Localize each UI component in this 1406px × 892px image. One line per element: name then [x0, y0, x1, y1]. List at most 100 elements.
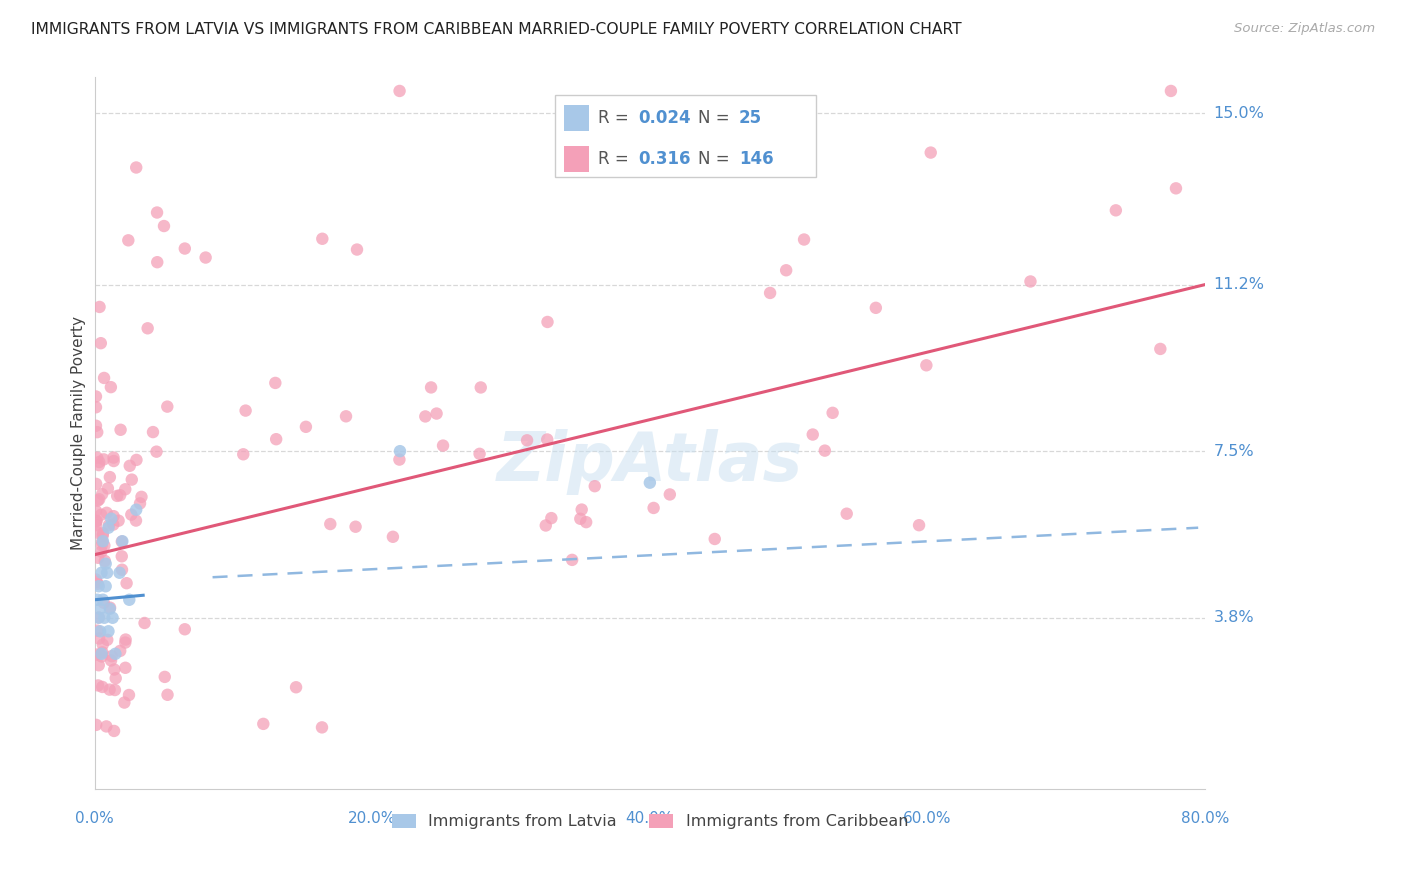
Point	[97, 521, 120, 535]
Point	[285, 680, 308, 694]
Point	[90, 336, 112, 351]
Point	[173, 242, 195, 256]
Point	[108, 566, 131, 580]
Point	[801, 427, 824, 442]
Point	[100, 380, 122, 394]
Point	[91, 592, 114, 607]
Point	[146, 255, 169, 269]
Point	[94, 554, 117, 568]
Point	[111, 549, 134, 564]
Point	[84, 401, 107, 415]
Bar	[564, 105, 589, 131]
Point	[89, 601, 111, 615]
Point	[388, 452, 411, 467]
Point	[90, 538, 112, 552]
Point	[104, 671, 127, 685]
Point	[84, 504, 107, 518]
Point	[793, 233, 815, 247]
Point	[146, 205, 169, 219]
Point	[91, 487, 114, 501]
Point	[94, 579, 117, 593]
Point	[97, 518, 120, 533]
Point	[112, 696, 135, 710]
Point	[117, 233, 139, 247]
Point	[264, 376, 287, 390]
Text: 3.8%: 3.8%	[1213, 610, 1254, 625]
Point	[415, 409, 437, 424]
Point	[86, 624, 108, 638]
Point	[814, 443, 837, 458]
Point	[638, 475, 661, 490]
Point	[86, 592, 108, 607]
Point	[156, 400, 179, 414]
Point	[1160, 84, 1182, 98]
Point	[98, 601, 121, 615]
Point	[89, 492, 111, 507]
Point	[232, 447, 254, 461]
Point	[759, 285, 782, 300]
Point	[920, 145, 942, 160]
Point	[125, 514, 148, 528]
Point	[319, 516, 342, 531]
Point	[97, 481, 120, 495]
Point	[84, 476, 107, 491]
Text: 0.0%: 0.0%	[75, 811, 114, 826]
Point	[110, 423, 132, 437]
Y-axis label: Married-Couple Family Poverty: Married-Couple Family Poverty	[72, 316, 86, 550]
Point	[87, 576, 110, 591]
Point	[561, 553, 583, 567]
Point	[87, 550, 110, 565]
Point	[91, 645, 114, 659]
Point	[111, 534, 134, 549]
Point	[432, 439, 454, 453]
Point	[156, 688, 179, 702]
Point	[90, 566, 112, 580]
Point	[131, 490, 153, 504]
Text: 40.0%: 40.0%	[626, 811, 673, 826]
Text: 60.0%: 60.0%	[903, 811, 952, 826]
Point	[142, 425, 165, 439]
Point	[540, 511, 562, 525]
Text: 25: 25	[738, 109, 762, 128]
Point	[134, 615, 156, 630]
Text: 20.0%: 20.0%	[349, 811, 396, 826]
Point	[96, 632, 118, 647]
Point	[1164, 181, 1187, 195]
Point	[129, 496, 152, 510]
Point	[93, 611, 115, 625]
Point	[103, 663, 125, 677]
Point	[84, 418, 107, 433]
Point	[90, 647, 112, 661]
Point	[91, 638, 114, 652]
Point	[87, 526, 110, 541]
Point	[915, 359, 938, 373]
Point	[103, 509, 125, 524]
Point	[87, 678, 110, 692]
Point	[111, 534, 134, 549]
Point	[534, 518, 557, 533]
Text: 146: 146	[738, 150, 773, 168]
Point	[120, 508, 142, 522]
Point	[104, 683, 127, 698]
Point	[89, 300, 111, 314]
Point	[335, 409, 357, 424]
Point	[136, 321, 159, 335]
Point	[100, 649, 122, 664]
Text: 0.316: 0.316	[638, 150, 692, 168]
Point	[111, 563, 134, 577]
Point	[87, 579, 110, 593]
Text: 15.0%: 15.0%	[1213, 106, 1264, 121]
Point	[426, 407, 449, 421]
Bar	[564, 146, 589, 172]
Point	[388, 444, 411, 458]
Point	[470, 380, 492, 394]
Point	[91, 526, 114, 541]
Point	[311, 720, 333, 734]
Point	[118, 688, 141, 702]
Point	[87, 632, 110, 646]
Point	[575, 515, 598, 529]
Point	[145, 444, 167, 458]
Point	[908, 518, 931, 533]
Point	[114, 483, 136, 497]
FancyBboxPatch shape	[555, 95, 817, 177]
